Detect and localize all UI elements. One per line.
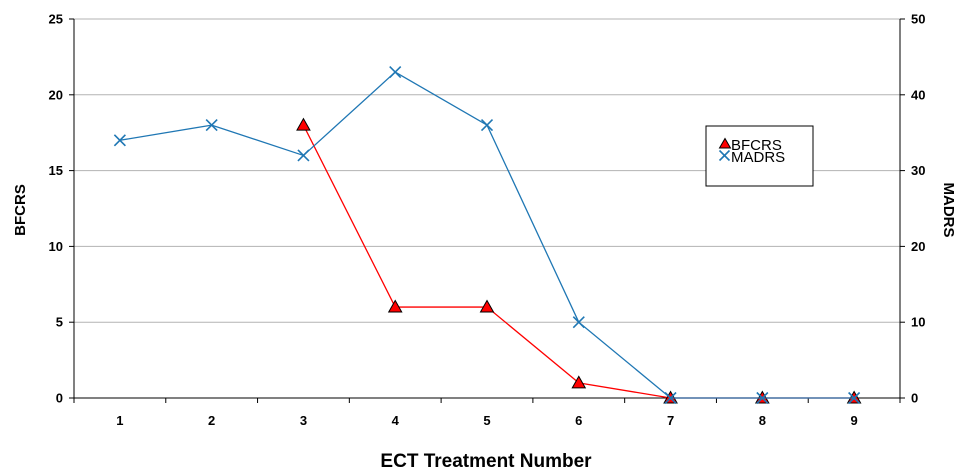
right-axis-title: MADRS [940, 183, 957, 238]
legend-madrs-marker [718, 149, 731, 162]
right-axis-ticks: 0 10 20 30 40 50 [900, 12, 925, 406]
x-tick-label-6: 7 [667, 413, 674, 428]
right-tick-label-3: 30 [911, 163, 925, 178]
x-tick-label-4: 5 [483, 413, 490, 428]
point-bfcrs-4 [387, 299, 403, 313]
point-madrs-3 [297, 149, 310, 162]
point-madrs-1 [113, 134, 126, 147]
right-tick-label-4: 40 [911, 87, 925, 102]
point-madrs-6 [572, 316, 585, 329]
legend-bfcrs-label: BFCRS [731, 137, 782, 154]
point-madrs-9 [848, 391, 861, 405]
right-tick-label-2: 20 [911, 239, 925, 254]
left-tick-label-1: 5 [56, 315, 63, 330]
point-madrs-2 [205, 119, 218, 132]
right-tick-label-1: 10 [911, 315, 925, 330]
right-tick-label-5: 50 [911, 12, 925, 27]
left-axis-ticks: 0 5 10 15 20 25 [49, 12, 74, 406]
point-madrs-8 [756, 391, 769, 405]
point-madrs-7 [664, 391, 677, 405]
point-bfcrs-3 [296, 117, 311, 131]
point-madrs-4 [389, 65, 402, 79]
point-bfcrs-6 [571, 375, 587, 389]
left-tick-label-0: 0 [56, 391, 63, 406]
x-axis-title: ECT Treatment Number [380, 451, 592, 472]
left-tick-label-5: 25 [49, 12, 63, 27]
point-madrs-5 [480, 119, 494, 132]
x-axis-ticks: 1 2 3 4 5 6 7 8 9 [73, 398, 901, 428]
legend: BFCRS MADRS [705, 125, 814, 187]
legend-madrs-label: MADRS [731, 149, 785, 166]
point-bfcrs-5 [479, 299, 495, 313]
series-layer [113, 65, 862, 405]
x-tick-label-0: 1 [116, 413, 123, 428]
x-tick-label-1: 2 [208, 413, 215, 428]
left-tick-label-3: 15 [49, 163, 63, 178]
x-tick-label-5: 6 [575, 413, 582, 428]
series-line-madrs [119, 71, 855, 399]
x-tick-label-3: 4 [392, 413, 400, 428]
legend-bfcrs-marker [718, 137, 732, 149]
left-tick-label-4: 20 [49, 87, 63, 102]
left-axis-title: BFCRS [12, 184, 29, 236]
right-tick-label-0: 0 [911, 391, 918, 406]
axes [73, 19, 901, 399]
grid-lines [74, 18, 900, 323]
left-tick-label-2: 10 [49, 239, 63, 254]
x-tick-label-2: 3 [300, 413, 307, 428]
x-tick-label-7: 8 [759, 413, 766, 428]
x-tick-label-8: 9 [850, 413, 857, 428]
